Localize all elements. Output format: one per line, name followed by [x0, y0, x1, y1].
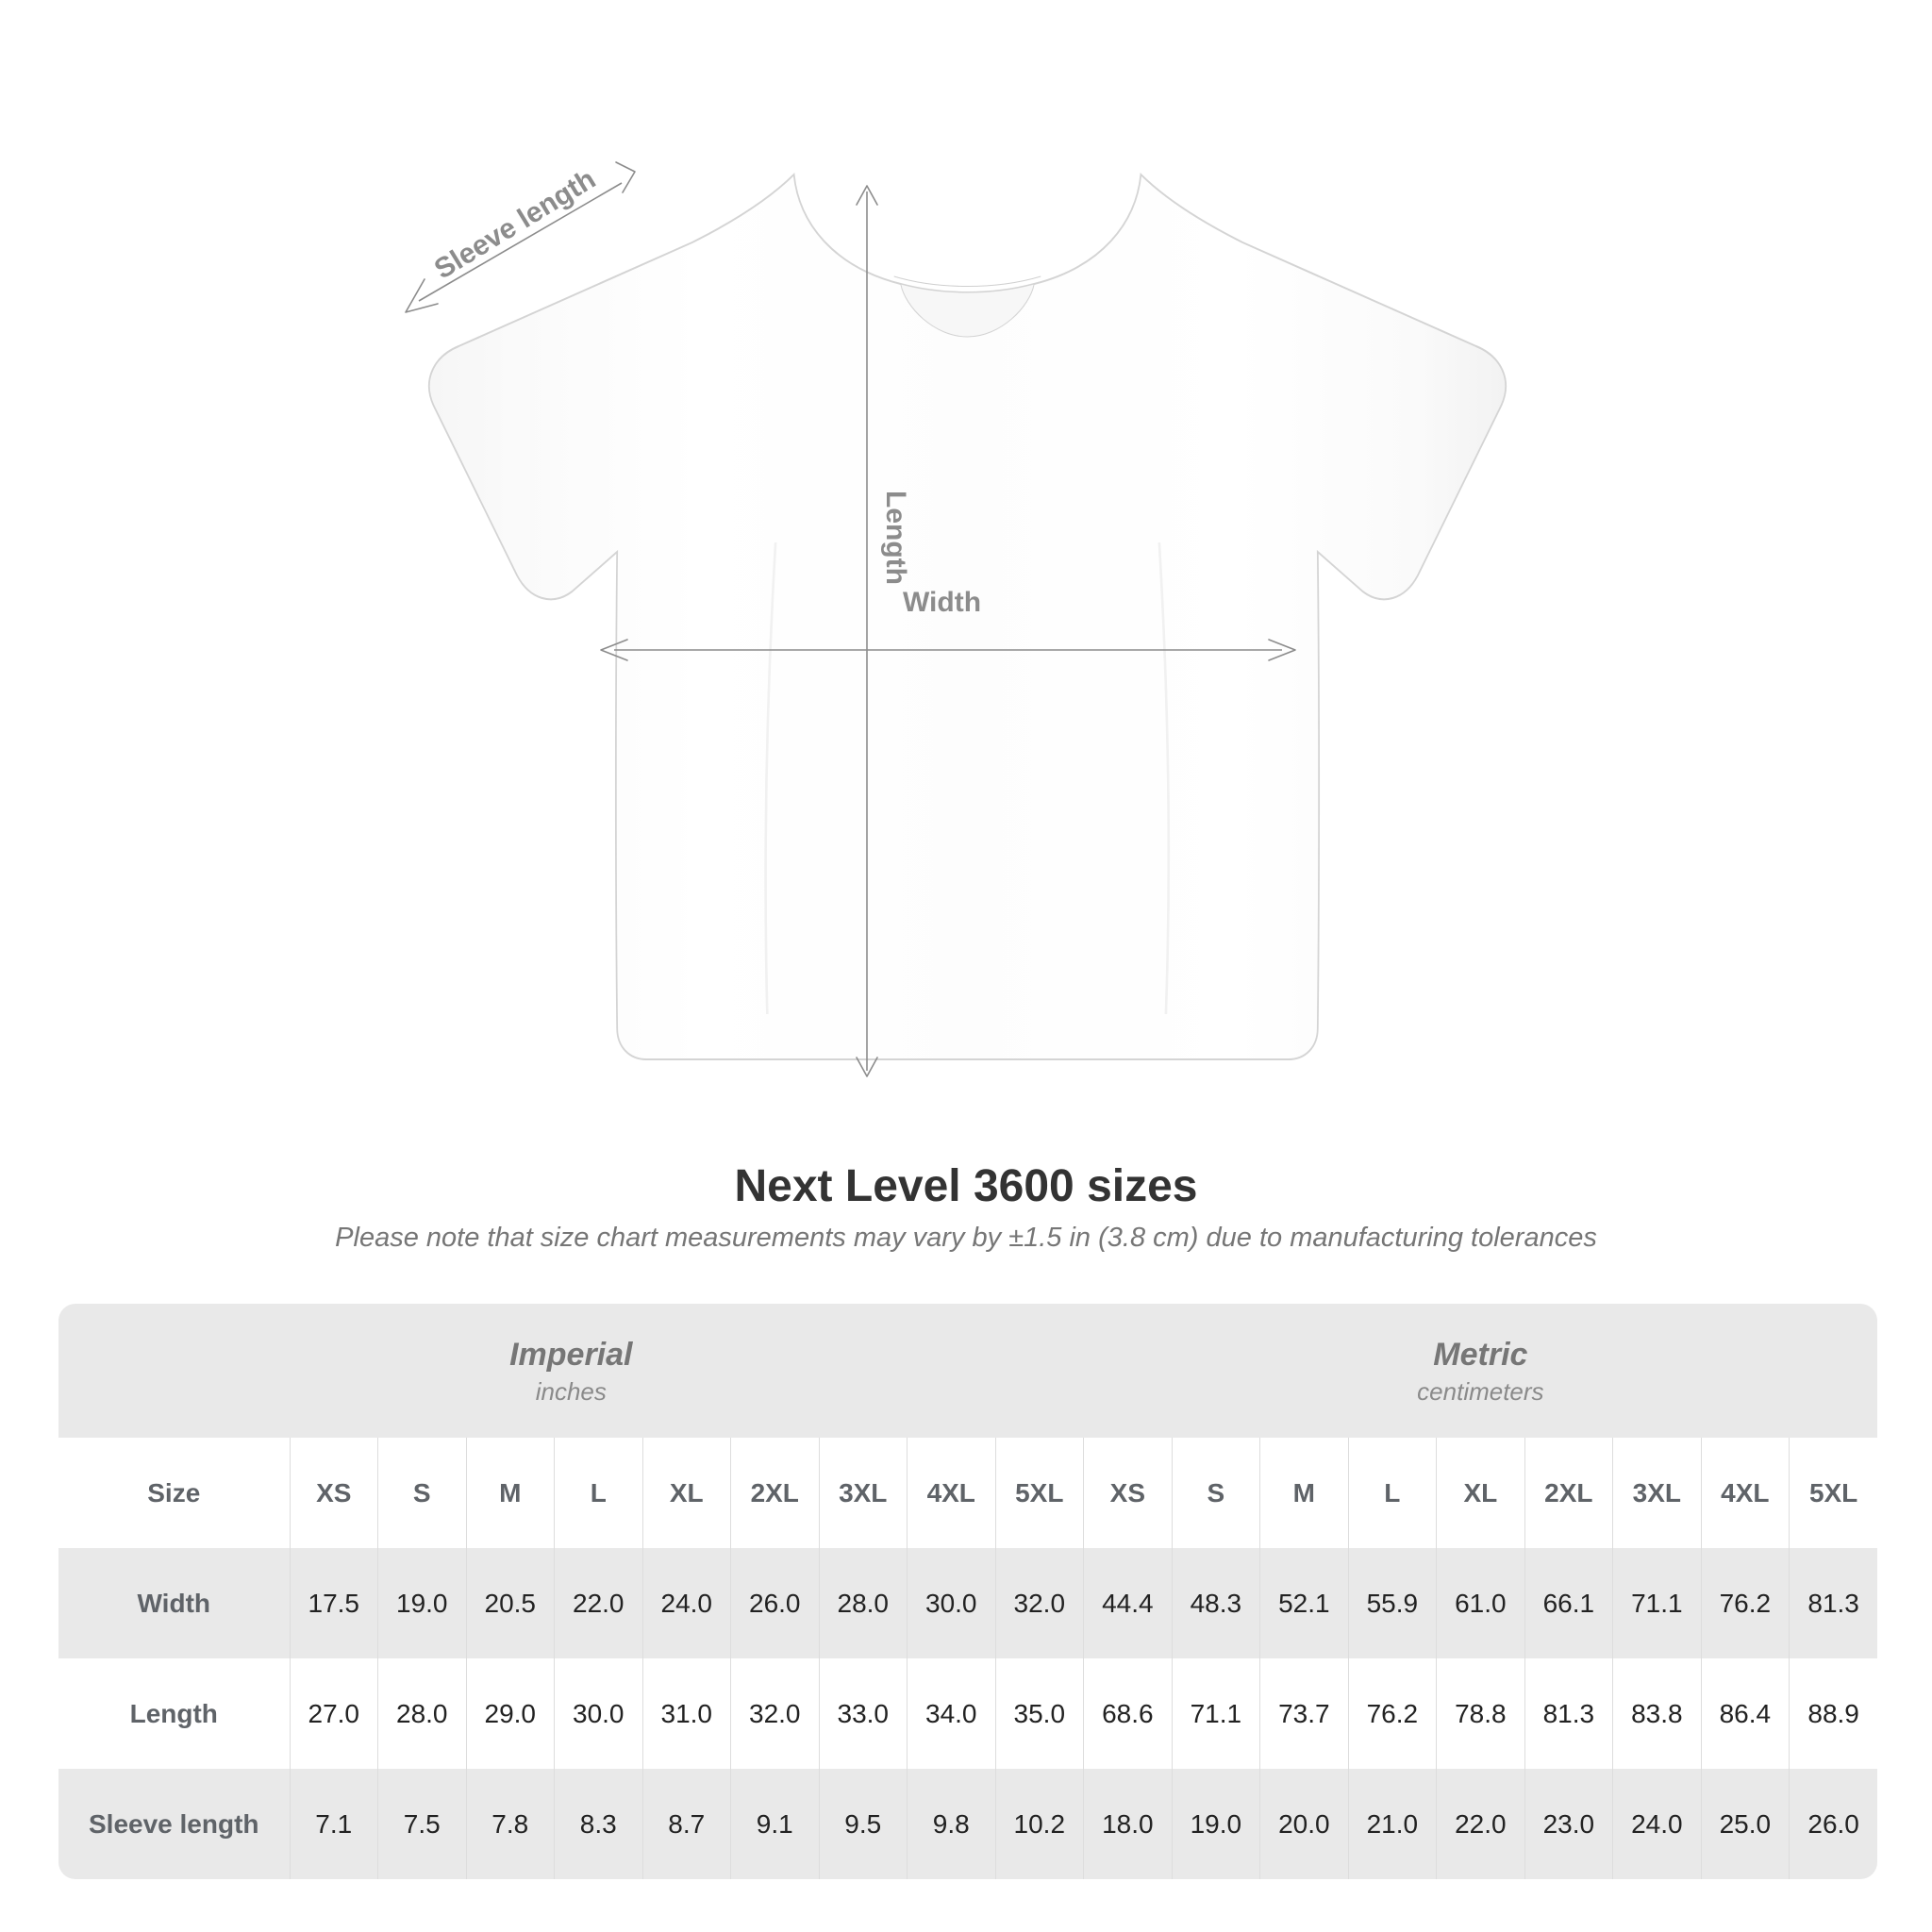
svg-text:Length: Length: [880, 491, 911, 585]
svg-text:Sleeve length: Sleeve length: [429, 163, 601, 285]
svg-text:Width: Width: [903, 587, 981, 618]
